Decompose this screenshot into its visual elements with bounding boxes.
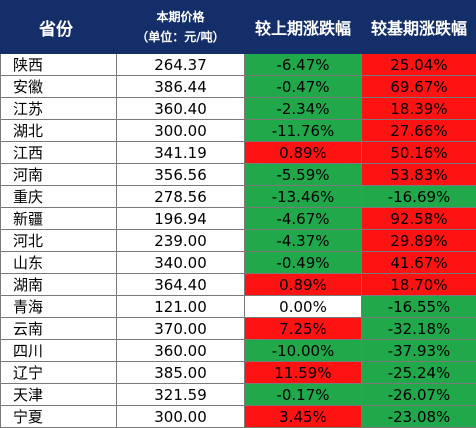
- change-vs-base-cell: 27.66%: [362, 120, 476, 142]
- price-cell: 356.56: [117, 164, 245, 186]
- province-cell: 湖南: [1, 274, 117, 296]
- change-vs-previous-cell: -2.34%: [245, 98, 362, 120]
- price-cell: 300.00: [117, 406, 245, 428]
- price-cell: 278.56: [117, 186, 245, 208]
- change-vs-base-cell: -37.93%: [362, 340, 476, 362]
- price-cell: 121.00: [117, 296, 245, 318]
- change-vs-base-cell: 92.58%: [362, 208, 476, 230]
- province-cell: 湖北: [1, 120, 117, 142]
- change-vs-previous-cell: 3.45%: [245, 406, 362, 428]
- header-price-unit: （单位：元/吨）: [117, 27, 244, 47]
- price-cell: 239.00: [117, 230, 245, 252]
- change-vs-previous-cell: 0.00%: [245, 296, 362, 318]
- province-cell: 天津: [1, 384, 117, 406]
- province-cell: 江苏: [1, 98, 117, 120]
- change-vs-base-cell: -26.07%: [362, 384, 476, 406]
- change-vs-base-cell: -16.55%: [362, 296, 476, 318]
- province-cell: 重庆: [1, 186, 117, 208]
- province-cell: 青海: [1, 296, 117, 318]
- price-cell: 300.00: [117, 120, 245, 142]
- change-vs-previous-cell: -5.59%: [245, 164, 362, 186]
- change-vs-base-cell: 18.39%: [362, 98, 476, 120]
- province-cell: 江西: [1, 142, 117, 164]
- province-cell: 河北: [1, 230, 117, 252]
- change-vs-previous-cell: 0.89%: [245, 142, 362, 164]
- change-vs-previous-cell: -4.37%: [245, 230, 362, 252]
- header-change-vs-previous: 较上期涨跌幅: [245, 1, 362, 54]
- change-vs-base-cell: -32.18%: [362, 318, 476, 340]
- change-vs-previous-cell: -4.67%: [245, 208, 362, 230]
- change-vs-previous-cell: -13.46%: [245, 186, 362, 208]
- change-vs-base-cell: -16.69%: [362, 186, 476, 208]
- change-vs-base-cell: 69.67%: [362, 76, 476, 98]
- price-cell: 360.00: [117, 340, 245, 362]
- change-vs-previous-cell: -0.17%: [245, 384, 362, 406]
- header-row: 省份 本期价格 （单位：元/吨） 较上期涨跌幅 较基期涨跌幅: [1, 1, 476, 54]
- price-cell: 340.00: [117, 252, 245, 274]
- change-vs-previous-cell: 7.25%: [245, 318, 362, 340]
- header-current-price: 本期价格 （单位：元/吨）: [117, 1, 245, 54]
- price-cell: 321.59: [117, 384, 245, 406]
- change-vs-previous-cell: -0.47%: [245, 76, 362, 98]
- province-cell: 安徽: [1, 76, 117, 98]
- table-header: 省份 本期价格 （单位：元/吨） 较上期涨跌幅 较基期涨跌幅: [1, 1, 476, 54]
- price-cell: 341.19: [117, 142, 245, 164]
- province-cell: 宁夏: [1, 406, 117, 428]
- change-vs-base-cell: 29.89%: [362, 230, 476, 252]
- change-vs-previous-cell: -6.47%: [245, 54, 362, 76]
- change-vs-base-cell: 53.83%: [362, 164, 476, 186]
- price-cell: 196.94: [117, 208, 245, 230]
- header-price-title: 本期价格: [117, 7, 244, 27]
- change-vs-previous-cell: -0.49%: [245, 252, 362, 274]
- price-cell: 370.00: [117, 318, 245, 340]
- change-vs-previous-cell: 0.89%: [245, 274, 362, 296]
- province-cell: 陕西: [1, 54, 117, 76]
- province-cell: 河南: [1, 164, 117, 186]
- change-vs-base-cell: -25.24%: [362, 362, 476, 384]
- change-vs-previous-cell: -10.00%: [245, 340, 362, 362]
- change-vs-base-cell: 18.70%: [362, 274, 476, 296]
- price-cell: 386.44: [117, 76, 245, 98]
- price-cell: 360.40: [117, 98, 245, 120]
- price-cell: 385.00: [117, 362, 245, 384]
- price-cell: 264.37: [117, 54, 245, 76]
- change-vs-base-cell: -23.08%: [362, 406, 476, 428]
- province-cell: 辽宁: [1, 362, 117, 384]
- change-vs-base-cell: 50.16%: [362, 142, 476, 164]
- change-vs-base-cell: 41.67%: [362, 252, 476, 274]
- price-cell: 364.40: [117, 274, 245, 296]
- change-vs-base-cell: 25.04%: [362, 54, 476, 76]
- change-vs-previous-cell: -11.76%: [245, 120, 362, 142]
- province-cell: 山东: [1, 252, 117, 274]
- header-change-vs-base: 较基期涨跌幅: [362, 1, 476, 54]
- change-vs-previous-cell: 11.59%: [245, 362, 362, 384]
- header-province: 省份: [1, 1, 117, 54]
- province-cell: 云南: [1, 318, 117, 340]
- province-cell: 四川: [1, 340, 117, 362]
- province-cell: 新疆: [1, 208, 117, 230]
